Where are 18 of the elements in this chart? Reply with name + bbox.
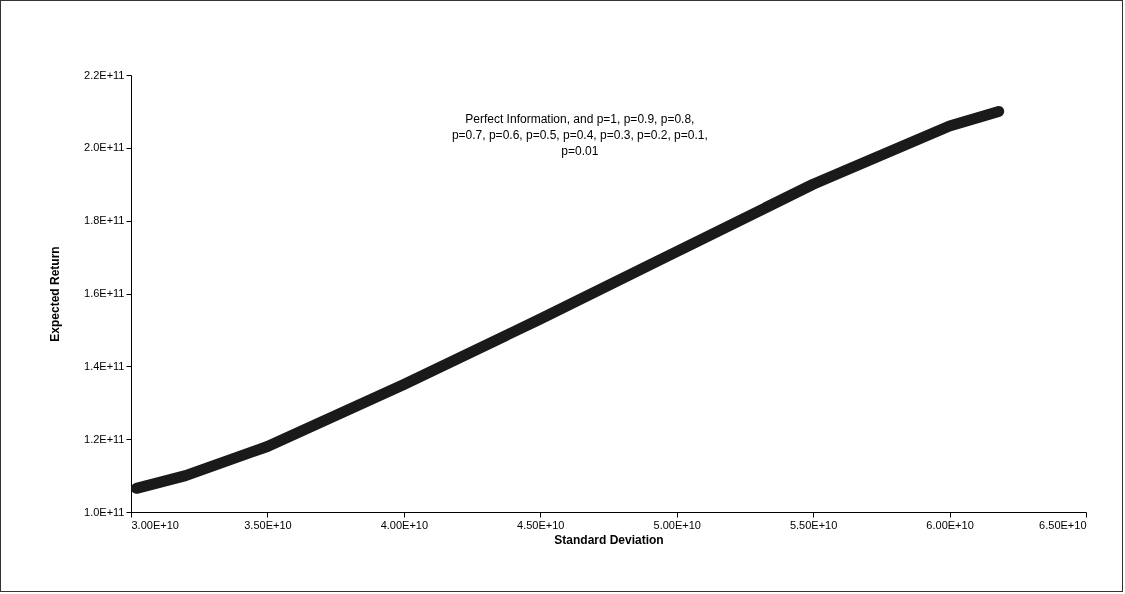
x-tick-label: 6.50E+10 — [1039, 518, 1087, 531]
x-tick-label: 6.00E+10 — [926, 518, 974, 531]
y-tick-label: 2.0E+11 — [84, 141, 125, 154]
x-tick-label: 4.50E+10 — [517, 518, 565, 531]
y-tick-label: 2.2E+11 — [84, 68, 125, 81]
x-tick-label: 5.00E+10 — [653, 518, 701, 531]
x-tick-label: 3.50E+10 — [244, 518, 292, 531]
y-tick-label: 1.4E+11 — [84, 359, 125, 372]
x-axis-title: Standard Deviation — [554, 532, 664, 547]
x-tick-label: 5.50E+10 — [789, 518, 838, 531]
y-tick-label: 1.8E+11 — [84, 214, 125, 227]
y-tick-label: 1.0E+11 — [84, 505, 125, 518]
y-tick-label: 1.6E+11 — [84, 287, 125, 299]
x-tick-label: 3.00E+10 — [131, 518, 179, 531]
x-tick-label: 4.00E+10 — [380, 518, 429, 531]
y-axis-title: Expected Return — [48, 246, 63, 342]
annotation: Perfect Information, and p=1, p=0.9, p=0.8, p=0.7, p=0.6, p=0.5, p=0.4, p=0.3, p=0.2, p=0.1, p=0.01 — [451, 112, 708, 159]
y-tick-label: 1.2E+11 — [84, 432, 125, 445]
